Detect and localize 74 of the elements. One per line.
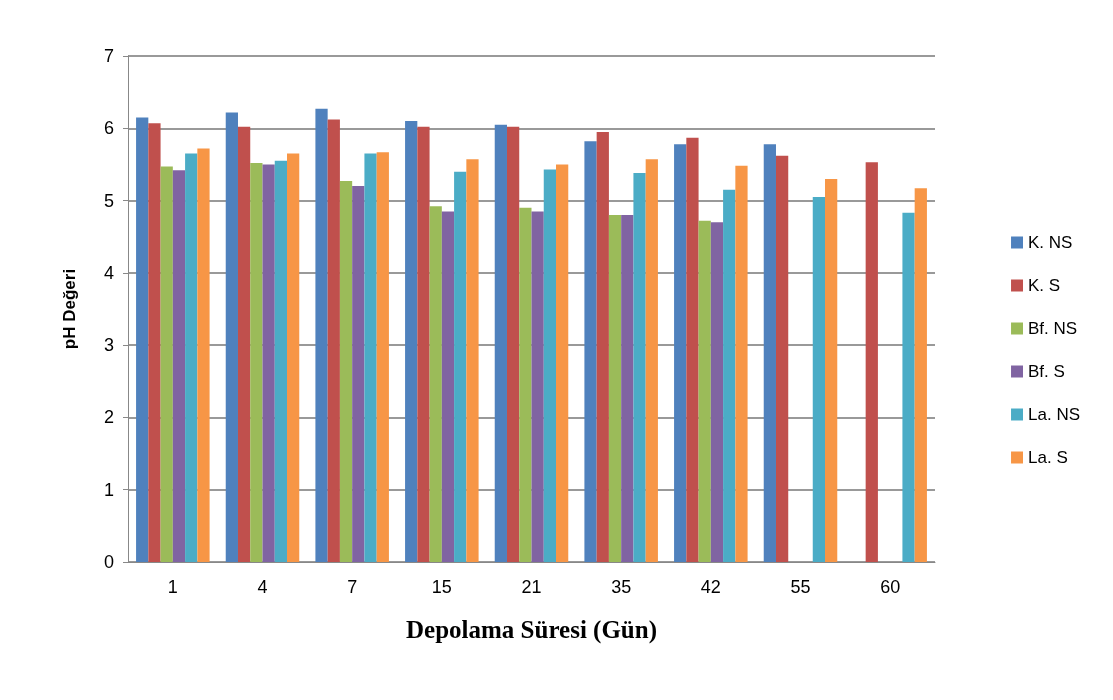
bar: [865, 162, 878, 562]
bar: [274, 160, 288, 562]
y-tick-label: 7: [103, 46, 114, 66]
bar: [287, 153, 300, 562]
x-axis-title: Depolama Süresi (Gün): [406, 616, 657, 644]
bar: [466, 159, 479, 562]
bar: [775, 155, 789, 562]
x-tick-label: 1: [167, 577, 178, 597]
x-tick-label: 21: [521, 577, 542, 597]
y-tick-label: 1: [103, 479, 114, 500]
bar: [608, 215, 622, 562]
bar: [914, 188, 927, 562]
bar: [417, 126, 430, 562]
legend-label: Bf. NS: [1028, 319, 1078, 338]
bar: [225, 112, 238, 562]
bar: [531, 211, 544, 562]
bar: [376, 152, 389, 562]
bar: [825, 178, 838, 562]
bar: [494, 124, 507, 562]
bar: [723, 189, 736, 562]
bar: [327, 119, 340, 562]
y-axis-title: pH Değeri: [60, 268, 79, 350]
x-tick-label: 42: [700, 577, 721, 597]
bar: [633, 173, 646, 562]
bar: [621, 215, 634, 562]
y-tick-label: 6: [103, 118, 114, 139]
x-tick-label: 35: [611, 577, 632, 597]
bar: [262, 164, 275, 562]
bar: [735, 165, 748, 562]
bar: [674, 144, 687, 562]
bar: [763, 144, 776, 562]
legend-label: K. S: [1028, 276, 1061, 295]
legend-label: La. NS: [1028, 405, 1081, 424]
bar: [185, 153, 198, 562]
bar: [352, 186, 365, 562]
x-tick-label: 60: [880, 577, 901, 597]
bar: [315, 108, 328, 562]
bar: [148, 123, 161, 562]
x-tick-label: 55: [790, 577, 811, 597]
bar: [902, 212, 915, 562]
bar: [197, 148, 210, 562]
bar: [237, 126, 251, 562]
legend-label: K. NS: [1028, 233, 1073, 252]
legend-label: Bf. S: [1028, 362, 1065, 381]
bar: [441, 211, 455, 562]
bar: [698, 220, 711, 562]
bar: [136, 117, 149, 562]
bar: [584, 141, 597, 562]
x-tick-label: 4: [257, 577, 268, 597]
bar: [645, 159, 658, 562]
y-tick-label: 2: [103, 407, 114, 428]
bar: [454, 171, 467, 562]
bar: [556, 164, 569, 562]
bar: [172, 170, 186, 562]
y-tick-label: 4: [103, 262, 114, 283]
bar: [339, 181, 353, 562]
bar: [710, 222, 724, 562]
x-tick-label: 7: [347, 577, 358, 597]
y-tick-label: 5: [103, 190, 114, 211]
bar: [405, 121, 418, 562]
bar: [160, 166, 173, 562]
bar: [506, 126, 520, 562]
bar: [519, 207, 532, 562]
bar: [250, 162, 263, 562]
bar: [543, 169, 557, 562]
bar: [812, 196, 826, 562]
y-tick-label: 3: [103, 335, 114, 356]
y-tick-label: 0: [103, 552, 114, 572]
legend-label: La. S: [1028, 448, 1068, 467]
bar: [686, 137, 699, 562]
bar: [596, 131, 609, 562]
bar: [364, 153, 377, 562]
bar: [429, 206, 442, 562]
x-tick-label: 15: [431, 577, 452, 597]
